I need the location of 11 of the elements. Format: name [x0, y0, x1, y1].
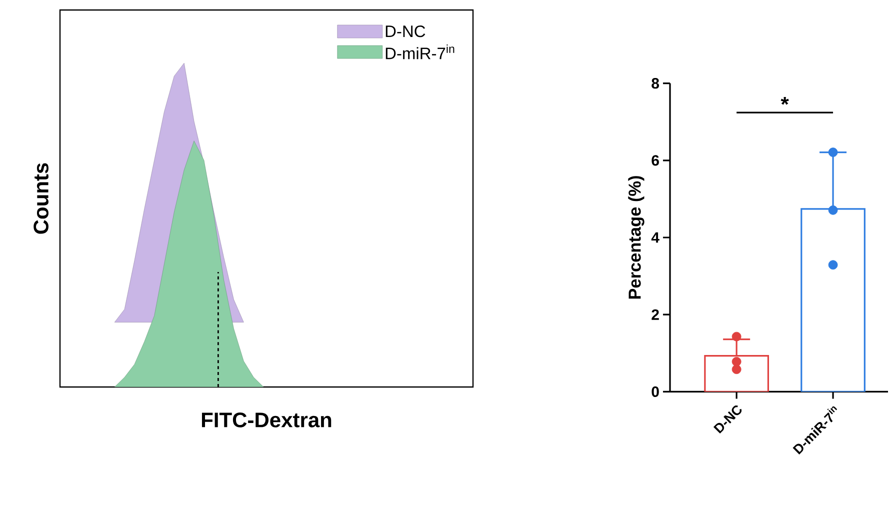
y-tick-label: 2: [652, 309, 659, 320]
y-axis-title: Percentage (%): [628, 176, 644, 299]
y-tick-label: 6: [652, 155, 659, 166]
annotation: *: [780, 96, 789, 105]
y-tick-label: 0: [652, 386, 659, 398]
y-tick-label: 4: [651, 232, 660, 243]
x-axis-title: FITC-Dextran: [202, 412, 332, 428]
y-tick-label: 8: [652, 78, 660, 89]
y-axis-title: Counts: [34, 163, 48, 234]
legend-label: D-NC: [386, 25, 426, 38]
legend-label: D-miR-7$^{in}$: [386, 44, 454, 60]
